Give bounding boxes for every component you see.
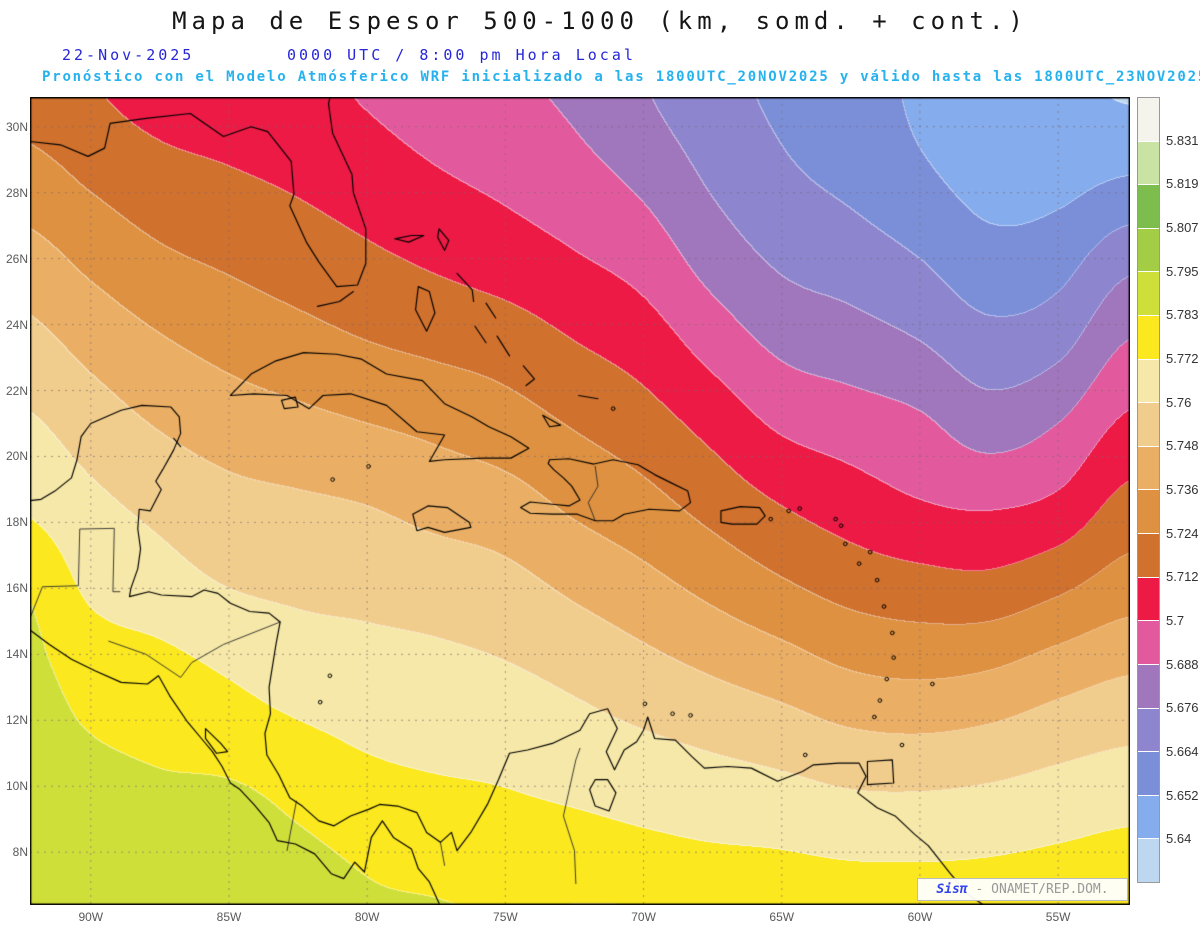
colorbar-label: 5.688: [1166, 656, 1199, 672]
colorbar-label: 5.664: [1166, 744, 1199, 759]
lat-tick-label: 16N: [5, 581, 28, 596]
lat-tick-label: 26N: [5, 251, 28, 266]
colorbar-cell: [1138, 402, 1159, 446]
colorbar-label: 5.783: [1166, 307, 1199, 323]
colorbar-label: 5.819: [1166, 176, 1199, 192]
colorbar-cell: [1138, 576, 1159, 621]
colorbar-label: 5.676: [1166, 700, 1199, 716]
colorbar-label: 5.712: [1166, 569, 1199, 585]
lon-tick-label: 65W: [769, 910, 795, 924]
colorbar-cell: [1138, 838, 1159, 882]
lat-tick-label: 14N: [5, 647, 28, 662]
colorbar-label: 5.748: [1166, 438, 1199, 454]
lon-tick-label: 55W: [1045, 910, 1071, 924]
lon-tick-label: 80W: [354, 910, 380, 924]
colorbar-cell: [1138, 489, 1159, 534]
colorbar-cell: [1138, 140, 1159, 185]
colorbar-cell: [1138, 663, 1159, 708]
lon-tick-label: 85W: [216, 910, 242, 924]
colorbar-label: 5.772: [1166, 351, 1199, 366]
lon-tick-label: 70W: [631, 910, 656, 924]
lat-tick-label: 30N: [5, 119, 28, 134]
colorbar-label: 5.652: [1166, 787, 1199, 803]
colorbar-cell: [1138, 358, 1159, 403]
page-title: Mapa de Espesor 500-1000 (km, somd. + co…: [172, 7, 1028, 35]
sispi-logo: Sisπ: [936, 882, 968, 897]
colorbar-label: 5.831: [1166, 132, 1199, 148]
colorbar-label: 5.795: [1166, 263, 1199, 279]
colorbar-cell: [1138, 620, 1159, 664]
colorbar-label: 5.7: [1166, 613, 1185, 628]
lat-tick-label: 8N: [12, 845, 28, 860]
lat-tick-label: 28N: [5, 185, 28, 200]
lat-tick-label: 12N: [5, 713, 28, 728]
lat-tick-label: 20N: [5, 449, 28, 464]
colorbar-cell: [1138, 184, 1159, 228]
colorbar: [1137, 97, 1160, 883]
colorbar-cell: [1138, 533, 1159, 577]
colorbar-cell: [1138, 271, 1159, 316]
colorbar-label: 5.736: [1166, 482, 1199, 497]
lon-tick-label: 90W: [78, 910, 104, 924]
lat-tick-label: 18N: [5, 515, 28, 530]
colorbar-cell: [1138, 227, 1159, 272]
forecast-model-line: Pronóstico con el Modelo Atmósferico WRF…: [42, 69, 1200, 85]
lat-tick-label: 24N: [5, 317, 28, 332]
credit-text: - ONAMET/REP.DOM.: [967, 882, 1109, 897]
colorbar-cell: [1138, 445, 1159, 490]
lon-tick-label: 75W: [493, 910, 518, 924]
colorbar-label: 5.724: [1166, 525, 1199, 541]
valid-date: 22-Nov-2025: [62, 46, 195, 64]
colorbar-label: 5.807: [1166, 220, 1199, 235]
colorbar-cell: [1138, 707, 1159, 752]
lat-tick-label: 22N: [5, 383, 28, 398]
colorbar-cell: [1138, 98, 1159, 141]
map-canvas: [30, 97, 1130, 905]
lat-tick-label: 10N: [5, 779, 28, 794]
colorbar-label: 5.64: [1166, 831, 1192, 847]
valid-time: 0000 UTC / 8:00 pm Hora Local: [287, 46, 636, 64]
colorbar-cell: [1138, 794, 1159, 839]
lon-tick-label: 60W: [907, 910, 933, 924]
colorbar-label: 5.76: [1166, 394, 1192, 410]
colorbar-cell: [1138, 751, 1159, 795]
colorbar-cell: [1138, 315, 1159, 359]
credit-box: Sisπ - ONAMET/REP.DOM.: [917, 878, 1128, 901]
